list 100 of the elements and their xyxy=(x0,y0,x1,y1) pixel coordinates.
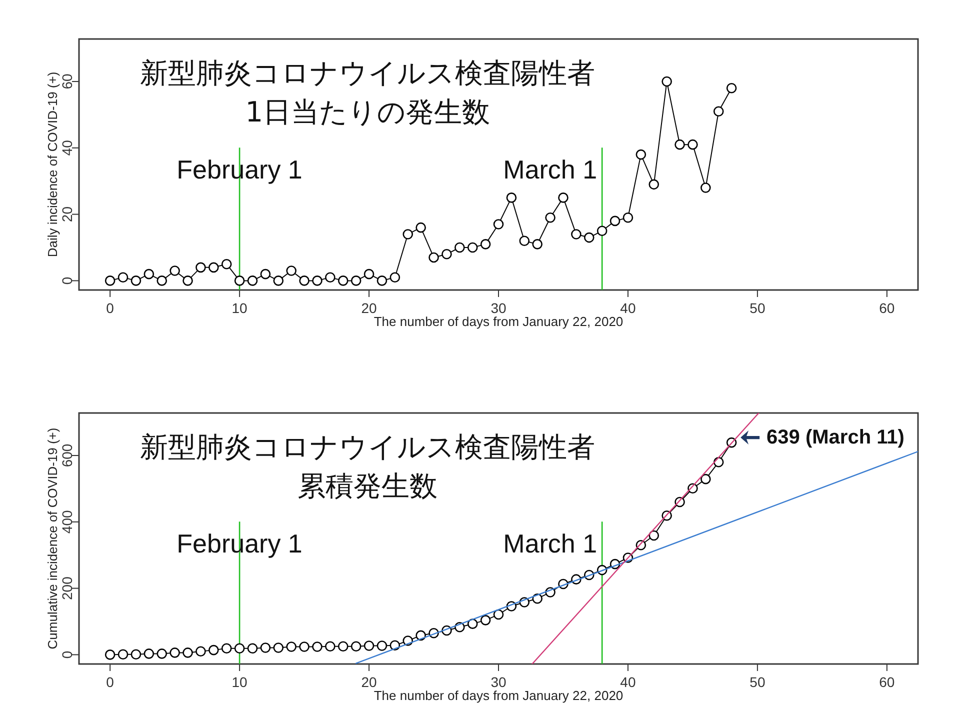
point xyxy=(221,643,232,654)
x-axis-title: The number of days from January 22, 2020 xyxy=(374,688,624,703)
point xyxy=(299,642,310,652)
point xyxy=(726,82,737,94)
x-axis-title: The number of days from January 22, 2020 xyxy=(374,314,624,329)
point xyxy=(596,226,608,236)
point xyxy=(273,276,284,286)
point xyxy=(144,268,154,280)
point xyxy=(416,222,426,233)
point xyxy=(350,641,362,652)
point xyxy=(260,268,271,280)
text: 累積発生数 xyxy=(298,470,438,502)
point xyxy=(208,644,219,656)
point xyxy=(247,276,258,286)
point xyxy=(610,216,620,226)
point xyxy=(130,276,142,286)
point xyxy=(364,640,374,651)
point xyxy=(402,229,414,240)
point xyxy=(156,276,168,286)
point xyxy=(700,182,711,193)
point xyxy=(636,149,646,160)
x-tick-label: 40 xyxy=(620,300,636,316)
point xyxy=(312,276,322,286)
point xyxy=(428,252,439,263)
x-tick-label: 50 xyxy=(750,674,766,690)
point xyxy=(648,179,660,190)
point xyxy=(648,530,660,541)
point xyxy=(260,642,271,653)
point xyxy=(545,212,556,223)
point xyxy=(118,272,128,283)
y-tick-label: 60 xyxy=(59,74,75,90)
y-axis-title: Daily incidence of COVID-19 (+) xyxy=(45,72,60,258)
x-tick-label: 30 xyxy=(490,674,506,690)
x-tick-label: 20 xyxy=(361,674,378,690)
point xyxy=(130,649,142,660)
point xyxy=(519,236,530,246)
point xyxy=(286,642,296,652)
point xyxy=(364,268,374,280)
point xyxy=(325,641,336,652)
ref-line-label: March 1 xyxy=(503,528,598,559)
x-tick-label: 0 xyxy=(106,300,114,316)
point xyxy=(571,229,582,240)
point xyxy=(662,76,672,87)
point xyxy=(454,242,465,253)
point xyxy=(286,266,296,276)
point xyxy=(144,648,154,659)
point xyxy=(338,276,348,286)
point xyxy=(493,609,504,620)
x-tick-label: 40 xyxy=(620,674,636,690)
ref-line-label: March 1 xyxy=(503,154,598,185)
x-tick-label: 50 xyxy=(750,300,766,316)
point xyxy=(325,272,336,283)
y-tick-label: 20 xyxy=(59,206,75,222)
point xyxy=(674,139,685,150)
point xyxy=(234,276,245,286)
y-tick-label: 200 xyxy=(59,576,75,600)
point xyxy=(506,192,517,203)
ref-line: March 1 xyxy=(503,522,603,664)
ref-line: March 1 xyxy=(503,148,603,290)
annotation: 639 (March 11) xyxy=(766,426,904,449)
point xyxy=(196,646,206,657)
point xyxy=(182,648,193,658)
y-tick-label: 600 xyxy=(59,444,75,468)
x-tick-label: 30 xyxy=(490,300,506,316)
point xyxy=(104,276,116,286)
point xyxy=(390,272,400,283)
point xyxy=(247,643,258,654)
x-tick-label: 60 xyxy=(879,300,895,316)
point xyxy=(376,640,388,651)
point xyxy=(532,239,542,250)
y-axis-title: Cumulative incidence of COVID-19 (+) xyxy=(45,428,60,650)
point xyxy=(584,232,594,243)
point xyxy=(467,242,478,253)
point xyxy=(376,276,388,286)
text: 新型肺炎コロナウイルス検査陽性者 xyxy=(140,430,596,464)
point xyxy=(442,248,452,260)
point xyxy=(467,618,478,629)
point xyxy=(350,276,362,286)
point xyxy=(558,192,568,203)
x-tick-label: 0 xyxy=(106,674,114,690)
point xyxy=(299,276,310,286)
point xyxy=(118,649,128,660)
point xyxy=(493,219,504,230)
point xyxy=(480,239,491,250)
point xyxy=(622,212,634,223)
point xyxy=(480,615,491,626)
point xyxy=(170,266,180,276)
x-tick-label: 60 xyxy=(879,674,895,690)
text: 新型肺炎コロナウイルス検査陽性者 xyxy=(140,56,596,90)
point xyxy=(196,262,206,273)
point xyxy=(221,258,232,270)
point xyxy=(700,474,711,484)
y-tick-label: 40 xyxy=(59,140,75,156)
point xyxy=(156,648,168,659)
point xyxy=(273,642,284,653)
point xyxy=(688,139,698,150)
y-tick-label: 400 xyxy=(59,510,75,534)
x-tick-label: 10 xyxy=(232,674,248,690)
x-tick-label: 10 xyxy=(232,300,248,316)
point xyxy=(312,642,322,652)
